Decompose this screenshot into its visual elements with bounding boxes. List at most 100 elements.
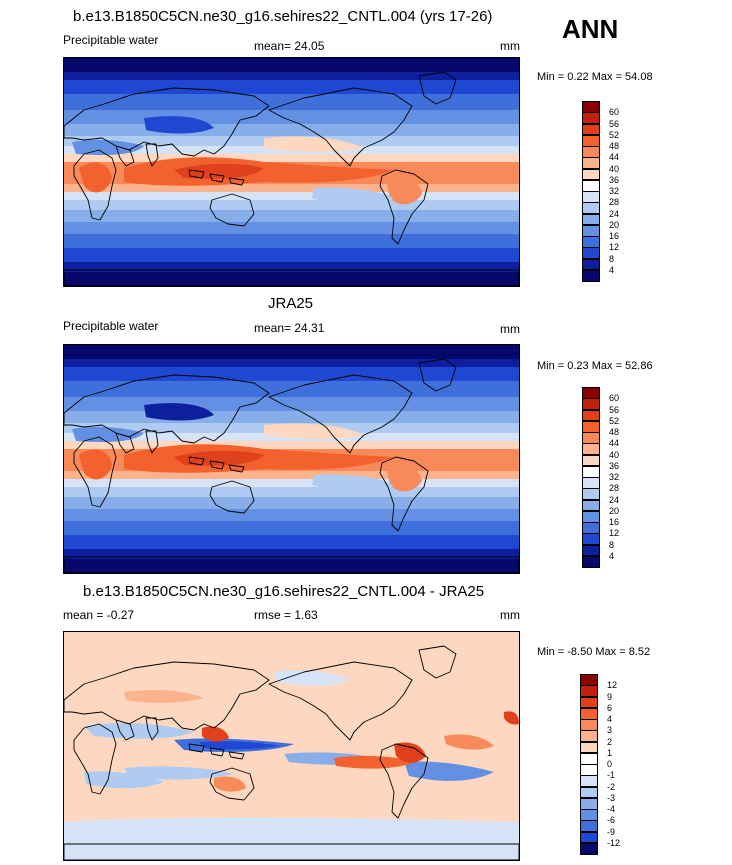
coastline (379, 456, 429, 532)
colorbar-swatch (580, 674, 598, 686)
colorbar-label: 52 (609, 415, 620, 426)
coastline (73, 723, 117, 795)
field-contour (394, 742, 426, 763)
colorbar-swatch (580, 820, 598, 833)
field-contour (72, 426, 144, 443)
field-band (64, 58, 519, 72)
colorbar-label: 28 (609, 483, 620, 494)
coastline (145, 717, 159, 741)
field-contour (124, 690, 204, 703)
colorbar-label: 32 (609, 472, 620, 482)
field-contour (199, 741, 279, 750)
colorbar-label: 36 (609, 460, 620, 471)
colorbar-swatch (582, 224, 600, 237)
field-band (64, 487, 519, 497)
season-label: ANN (562, 14, 619, 44)
colorbar-swatch (582, 544, 600, 557)
colorbar-label: 60 (609, 107, 620, 118)
coastline (209, 767, 255, 801)
coastline (268, 661, 413, 741)
field-contour (504, 711, 519, 725)
coastline (209, 460, 225, 470)
coastline (188, 743, 205, 753)
colorbar-swatch (582, 488, 600, 501)
colorbar-label: 0 (607, 759, 613, 769)
field-band (64, 411, 519, 423)
panel3-map-svg (64, 632, 519, 860)
field-band (64, 521, 519, 535)
colorbar-swatch (582, 168, 600, 181)
coastline (379, 169, 429, 245)
colorbar-swatch (582, 146, 600, 158)
antarctic-coast (64, 843, 519, 860)
field-band (64, 262, 519, 272)
colorbar-swatch (582, 236, 600, 248)
panel2-units: mm (500, 322, 520, 336)
colorbar-label: 56 (609, 118, 620, 129)
coastline (115, 145, 135, 167)
field-band (64, 80, 519, 94)
panel1-minmax: Min = 0.22 Max = 54.08 (537, 71, 653, 83)
colorbar-label: -9 (607, 826, 616, 837)
coastline (145, 143, 159, 167)
coastline (209, 173, 225, 183)
field-contour (174, 450, 264, 466)
field-band (64, 72, 519, 80)
panel1-mean: mean= 24.05 (254, 39, 325, 53)
colorbar-swatch (582, 499, 600, 512)
field-contour (312, 187, 394, 205)
colorbar-swatch (582, 477, 600, 489)
colorbar-label: 16 (609, 231, 620, 241)
panel3-units: mm (500, 608, 520, 622)
colorbar-label: 8 (609, 539, 615, 550)
colorbar-swatch (580, 719, 598, 731)
coastline (209, 480, 255, 514)
colorbar-swatch (582, 191, 600, 203)
colorbar-swatch (580, 685, 598, 698)
colorbar-label: 2 (607, 736, 613, 747)
field-band (64, 154, 519, 162)
colorbar-label: 52 (609, 129, 620, 140)
coastline (268, 374, 413, 454)
panel1-variable: Precipitable water (63, 33, 159, 47)
colorbar-swatch (582, 123, 600, 136)
colorbar-swatch (580, 730, 598, 743)
colorbar-label: 48 (609, 141, 620, 151)
panel3-rmse: rmse = 1.63 (254, 608, 318, 622)
panel1-map (63, 57, 520, 287)
colorbar-swatch (582, 101, 600, 113)
panel3-minmax: Min = -8.50 Max = 8.52 (537, 646, 651, 658)
colorbar-label: 4 (609, 550, 615, 561)
colorbar-swatch (582, 432, 600, 444)
field-band (64, 441, 519, 449)
colorbar-swatch (582, 202, 600, 215)
field-contour (444, 734, 494, 750)
panel2-mean: mean= 24.31 (254, 321, 325, 335)
coastline (188, 169, 205, 179)
field-contour (274, 670, 349, 686)
field-band (64, 234, 519, 248)
coastline (145, 430, 159, 454)
colorbar-label: 32 (609, 186, 620, 196)
colorbar-swatch (582, 112, 600, 125)
coastline (209, 193, 255, 227)
field-band (64, 124, 519, 136)
field-band (64, 471, 519, 479)
field-contour (84, 723, 194, 739)
colorbar-label: -4 (607, 804, 616, 814)
colorbar-swatch (582, 387, 600, 399)
colorbar-swatch (582, 409, 600, 422)
field-band (64, 210, 519, 222)
colorbar-swatch (582, 247, 600, 260)
colorbar-swatch (580, 809, 598, 821)
field-contour (144, 116, 214, 134)
panel2-map-svg (64, 345, 519, 573)
colorbar-swatch (582, 443, 600, 456)
field-contour (79, 449, 112, 480)
colorbar-label: 40 (609, 163, 620, 174)
colorbar-label: 12 (609, 528, 620, 539)
field-contour (386, 177, 422, 205)
coastline (268, 87, 413, 167)
colorbar-label: -12 (607, 837, 621, 848)
colorbar-label: 6 (607, 702, 613, 713)
